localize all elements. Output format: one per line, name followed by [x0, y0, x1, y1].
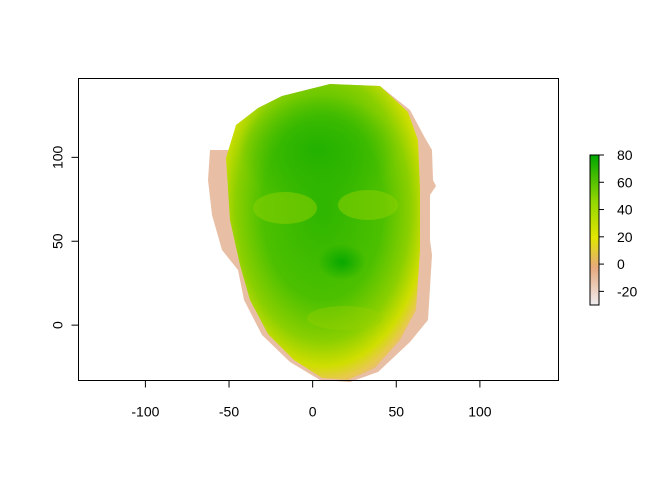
y-tick-label: 100 — [50, 145, 66, 169]
legend-tick-label: 40 — [617, 202, 633, 218]
x-tick-label: -50 — [219, 404, 239, 420]
y-axis: 0 50 100 — [50, 145, 79, 329]
mouth-region — [307, 306, 383, 330]
x-tick-label: 0 — [309, 404, 317, 420]
x-tick-label: 50 — [388, 404, 404, 420]
legend-tick-label: 20 — [617, 229, 633, 245]
x-tick-label: 100 — [468, 404, 492, 420]
legend-colorbar — [589, 154, 600, 306]
legend-tick-label: 60 — [617, 174, 633, 190]
legend: -20 0 20 40 60 80 — [589, 147, 637, 306]
nose-peak — [318, 244, 366, 280]
y-tick-label: 50 — [50, 233, 66, 249]
plot-frame — [78, 78, 559, 381]
right-eye-socket — [338, 190, 398, 220]
y-tick-label: 0 — [50, 321, 66, 329]
legend-tick-label: -20 — [617, 283, 637, 299]
x-axis: -100 -50 0 50 100 — [131, 380, 492, 420]
left-eye-socket — [253, 192, 317, 224]
forehead-region — [238, 95, 398, 205]
legend-tick-label: 80 — [617, 147, 633, 163]
legend-tick-label: 0 — [617, 256, 625, 272]
x-tick-label: -100 — [131, 404, 159, 420]
heatmap-surface — [208, 84, 436, 382]
